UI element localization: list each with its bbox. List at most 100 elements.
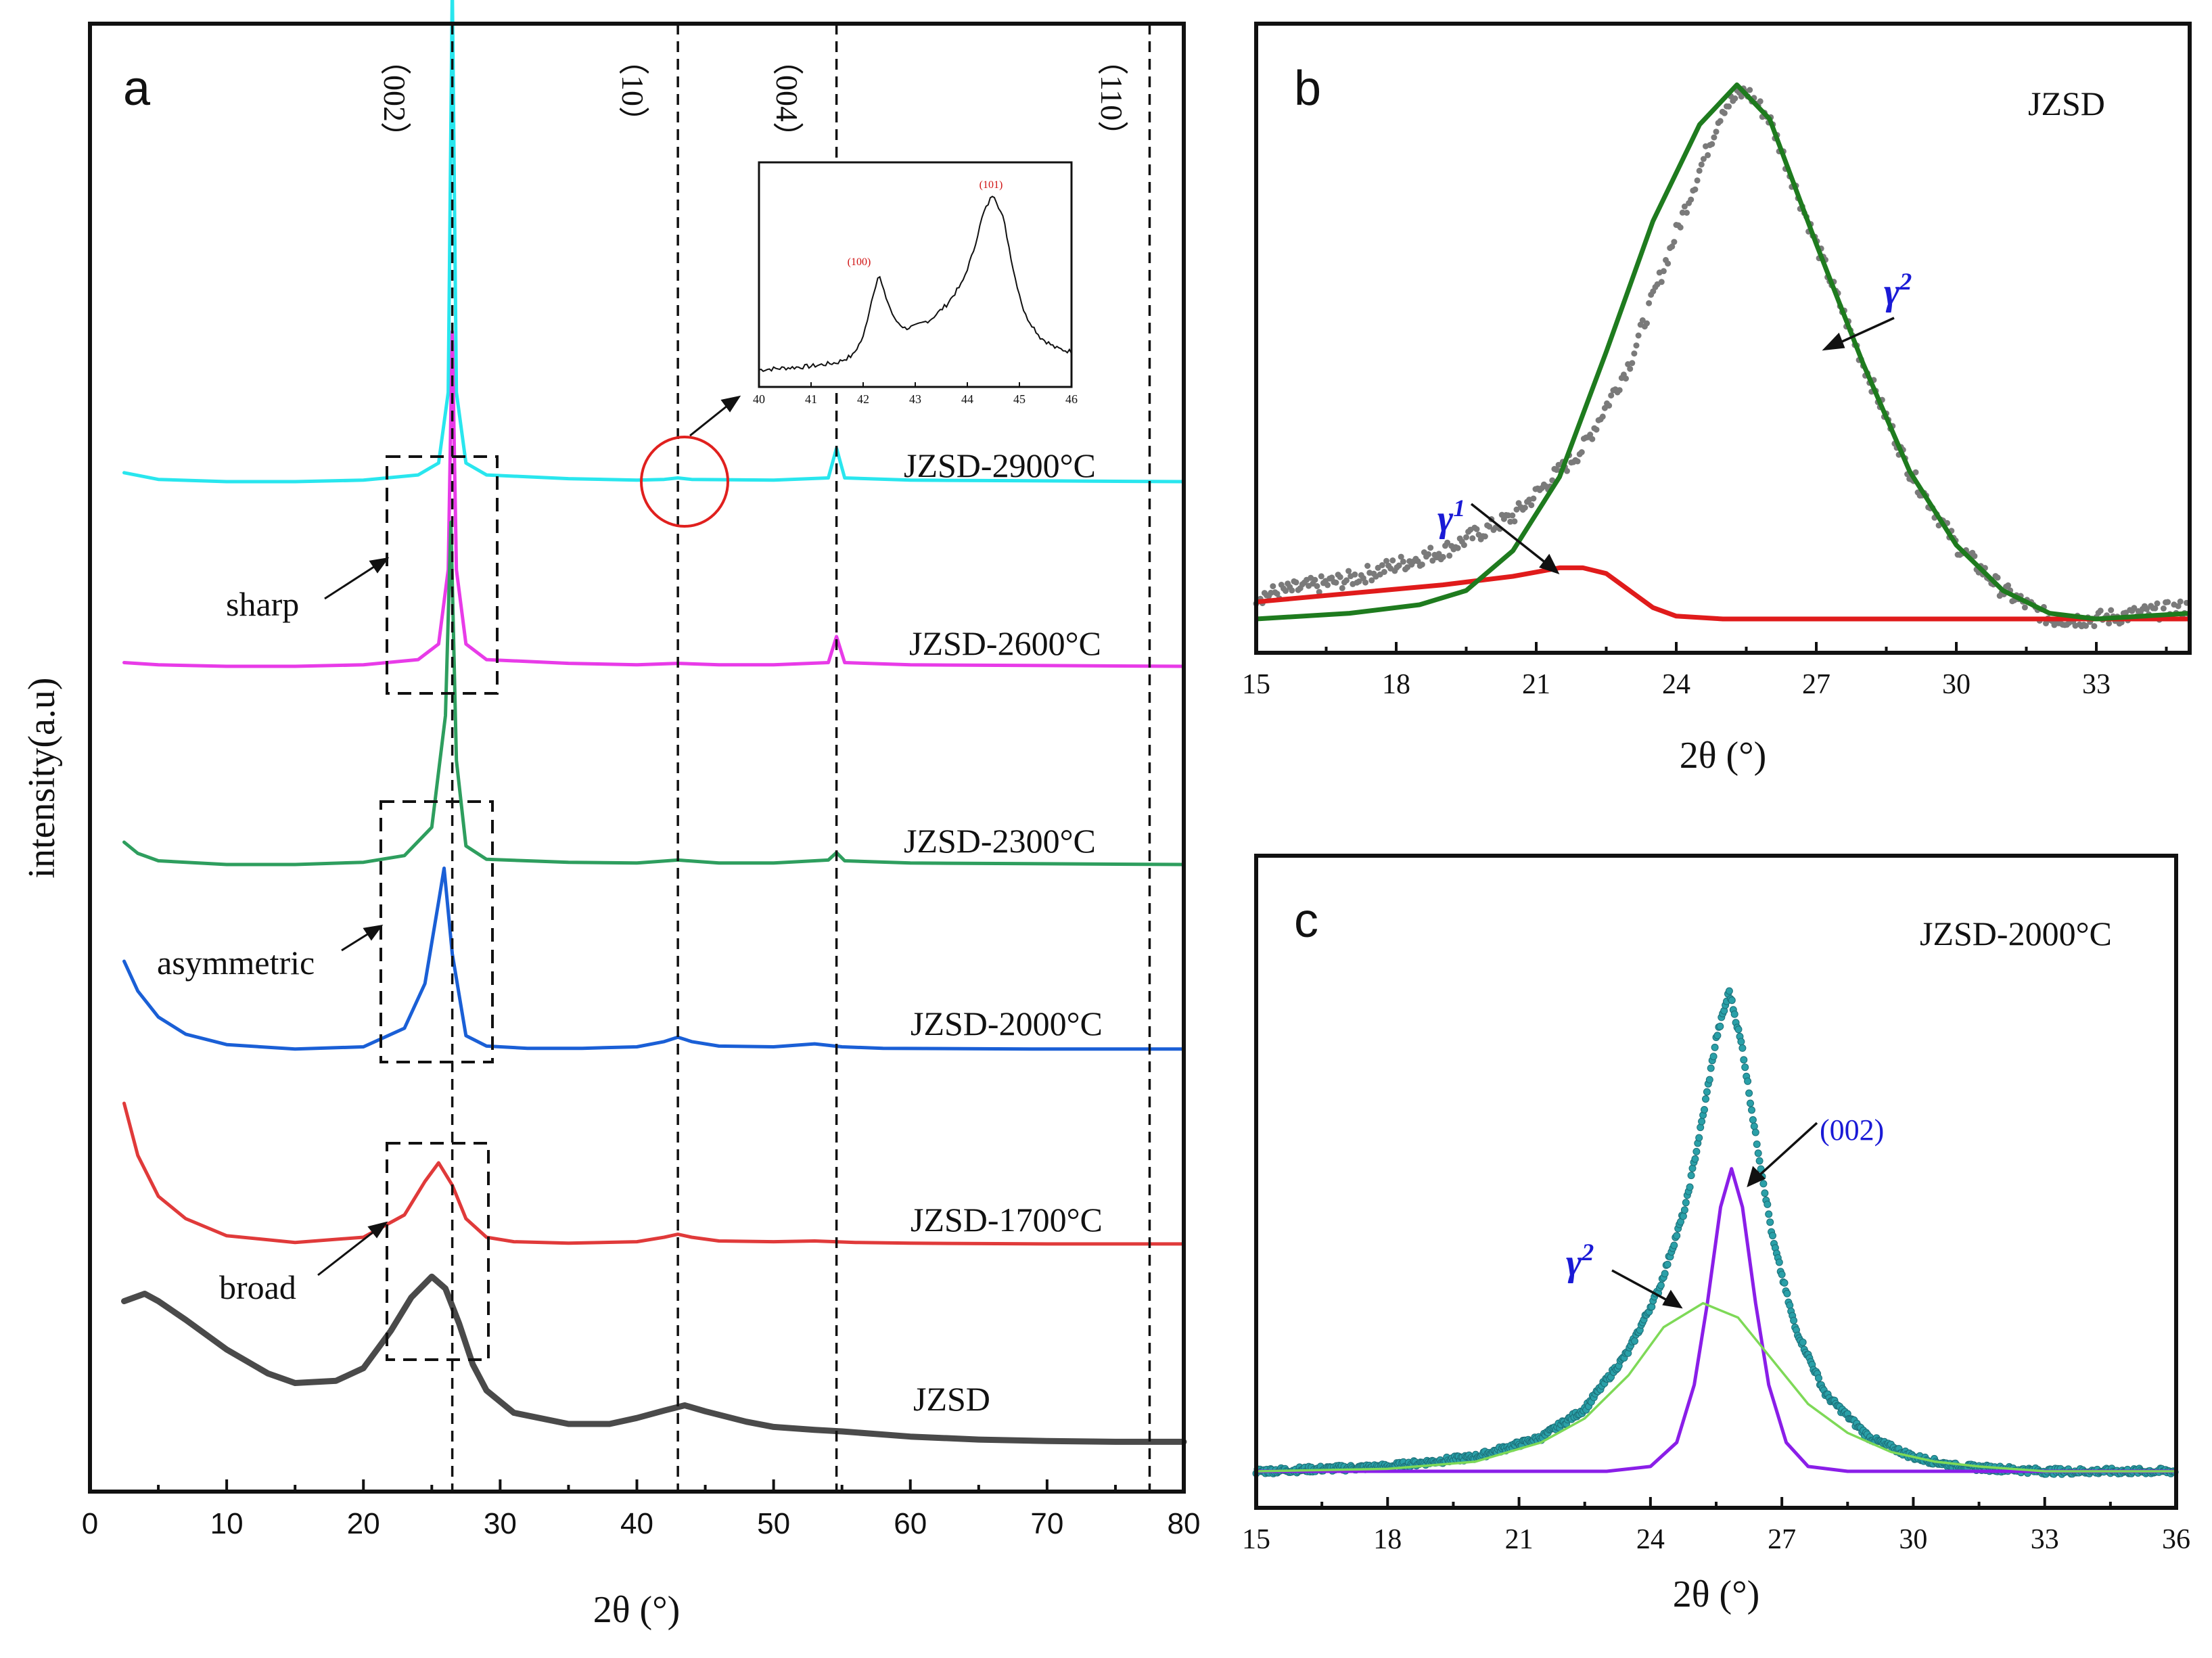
x-tick-label: 21 <box>1505 1524 1534 1555</box>
data-point <box>1709 141 1715 147</box>
data-point <box>1703 1088 1711 1096</box>
x-tick-label: 15 <box>1242 1524 1270 1555</box>
inset-tick-label: 45 <box>1013 392 1026 406</box>
data-point <box>1692 1147 1701 1155</box>
inset-tick-label: 44 <box>961 392 973 406</box>
data-point <box>1730 1010 1738 1018</box>
data-point <box>1425 551 1432 557</box>
data-point <box>1766 1218 1774 1226</box>
inset-x-ticks: 40 41 42 43 44 45 46 <box>753 382 1078 406</box>
panel-c-002-label: (002) <box>1820 1113 1884 1147</box>
data-point <box>1713 129 1720 135</box>
panel-b-gamma1-label: γ1 <box>1437 494 1465 540</box>
data-point <box>2144 605 2150 612</box>
data-point <box>1316 589 1322 595</box>
x-tick-label: 20 <box>347 1507 380 1540</box>
data-point <box>1429 557 1436 564</box>
data-point <box>1400 558 1406 565</box>
data-point <box>1673 1232 1681 1240</box>
data-point <box>1764 1200 1772 1208</box>
data-point <box>1765 1210 1773 1218</box>
x-tick-label: 40 <box>620 1507 653 1540</box>
data-point <box>1695 1134 1703 1142</box>
data-point <box>1747 87 1753 93</box>
data-point <box>1486 524 1493 530</box>
inset-highlight-circle <box>640 436 729 528</box>
data-point <box>1398 553 1404 560</box>
x-tick-label: 50 <box>757 1507 790 1540</box>
hkl-label-110: （110） <box>1095 44 1129 152</box>
x-tick-label: 24 <box>1662 669 1690 700</box>
data-point <box>1709 1053 1718 1061</box>
panel-c-x-ticks: 15 18 21 24 27 30 33 36 <box>1242 1497 2190 1555</box>
data-point <box>1738 93 1745 100</box>
data-point <box>1446 552 1453 559</box>
broad-box <box>386 1142 490 1361</box>
label-2300: JZSD-2300°C <box>904 822 1096 860</box>
data-point <box>1270 583 1276 590</box>
data-point <box>1741 1063 1749 1072</box>
data-point <box>1414 558 1421 565</box>
data-point <box>1324 582 1331 589</box>
x-tick-label: 33 <box>2031 1524 2059 1555</box>
data-point <box>1696 167 1703 174</box>
data-point <box>1740 1056 1748 1064</box>
data-point <box>1352 571 1358 578</box>
data-point <box>1368 577 1375 584</box>
data-point <box>1759 1180 1768 1188</box>
data-point <box>1293 579 1299 586</box>
data-point <box>1700 156 1707 162</box>
data-point <box>1753 1141 1761 1148</box>
data-point <box>1716 1022 1724 1030</box>
data-point <box>1751 1128 1759 1136</box>
panel-a-x-ticks: 0 10 20 30 40 50 60 70 80 <box>82 1479 1200 1540</box>
x-tick-label: 27 <box>1768 1524 1796 1555</box>
data-point <box>1646 300 1653 306</box>
data-point <box>1435 551 1442 557</box>
data-point <box>1688 196 1695 203</box>
data-point <box>1460 542 1467 549</box>
data-point <box>1702 1095 1709 1103</box>
data-point <box>1633 342 1640 349</box>
data-point <box>1274 591 1281 597</box>
data-point <box>1663 1260 1672 1268</box>
data-point <box>1799 1338 1807 1346</box>
sharp-label: sharp <box>226 585 299 623</box>
fit-line-2 <box>1255 1302 2176 1473</box>
data-point <box>1769 1232 1776 1240</box>
data-point <box>1396 562 1402 569</box>
data-point <box>1737 1038 1745 1046</box>
data-point <box>1665 260 1672 267</box>
panel-c: 15 18 21 24 27 30 33 36 c JZSD-2000°C 2θ (°) γ2… <box>1242 854 2190 1615</box>
label-1700: JZSD-1700°C <box>911 1201 1103 1239</box>
data-point <box>1383 557 1389 564</box>
data-point <box>1521 505 1528 511</box>
data-point <box>1511 518 1518 525</box>
data-point <box>1627 365 1634 372</box>
panel-a-reference-lines <box>451 24 1151 1492</box>
data-point <box>1761 1189 1769 1197</box>
data-point <box>1757 98 1764 105</box>
data-point <box>1599 413 1606 420</box>
data-point <box>1345 568 1352 574</box>
data-point <box>2043 620 2049 626</box>
data-point <box>2021 604 2028 611</box>
panel-b: 15 18 21 24 27 30 33 b JZSD 2θ (°) γ1 γ2 <box>1242 22 2192 777</box>
panel-b-gamma2-label: γ2 <box>1884 268 1912 313</box>
inset-curve <box>758 195 1072 372</box>
series-line-2 <box>122 329 1186 668</box>
data-point <box>1312 576 1318 583</box>
x-tick-label: 18 <box>1373 1524 1402 1555</box>
data-point <box>1669 243 1676 250</box>
data-point <box>1379 562 1385 568</box>
data-point <box>1670 1241 1678 1249</box>
data-point <box>1616 387 1623 394</box>
data-point <box>1744 1077 1752 1085</box>
inset-arrow <box>689 395 741 437</box>
panel-a-xlabel: 2θ (°) <box>593 1589 681 1631</box>
data-point <box>1748 1106 1755 1114</box>
data-point <box>1971 553 1978 559</box>
data-point <box>1726 103 1732 110</box>
panel-c-curves <box>1252 987 2179 1478</box>
